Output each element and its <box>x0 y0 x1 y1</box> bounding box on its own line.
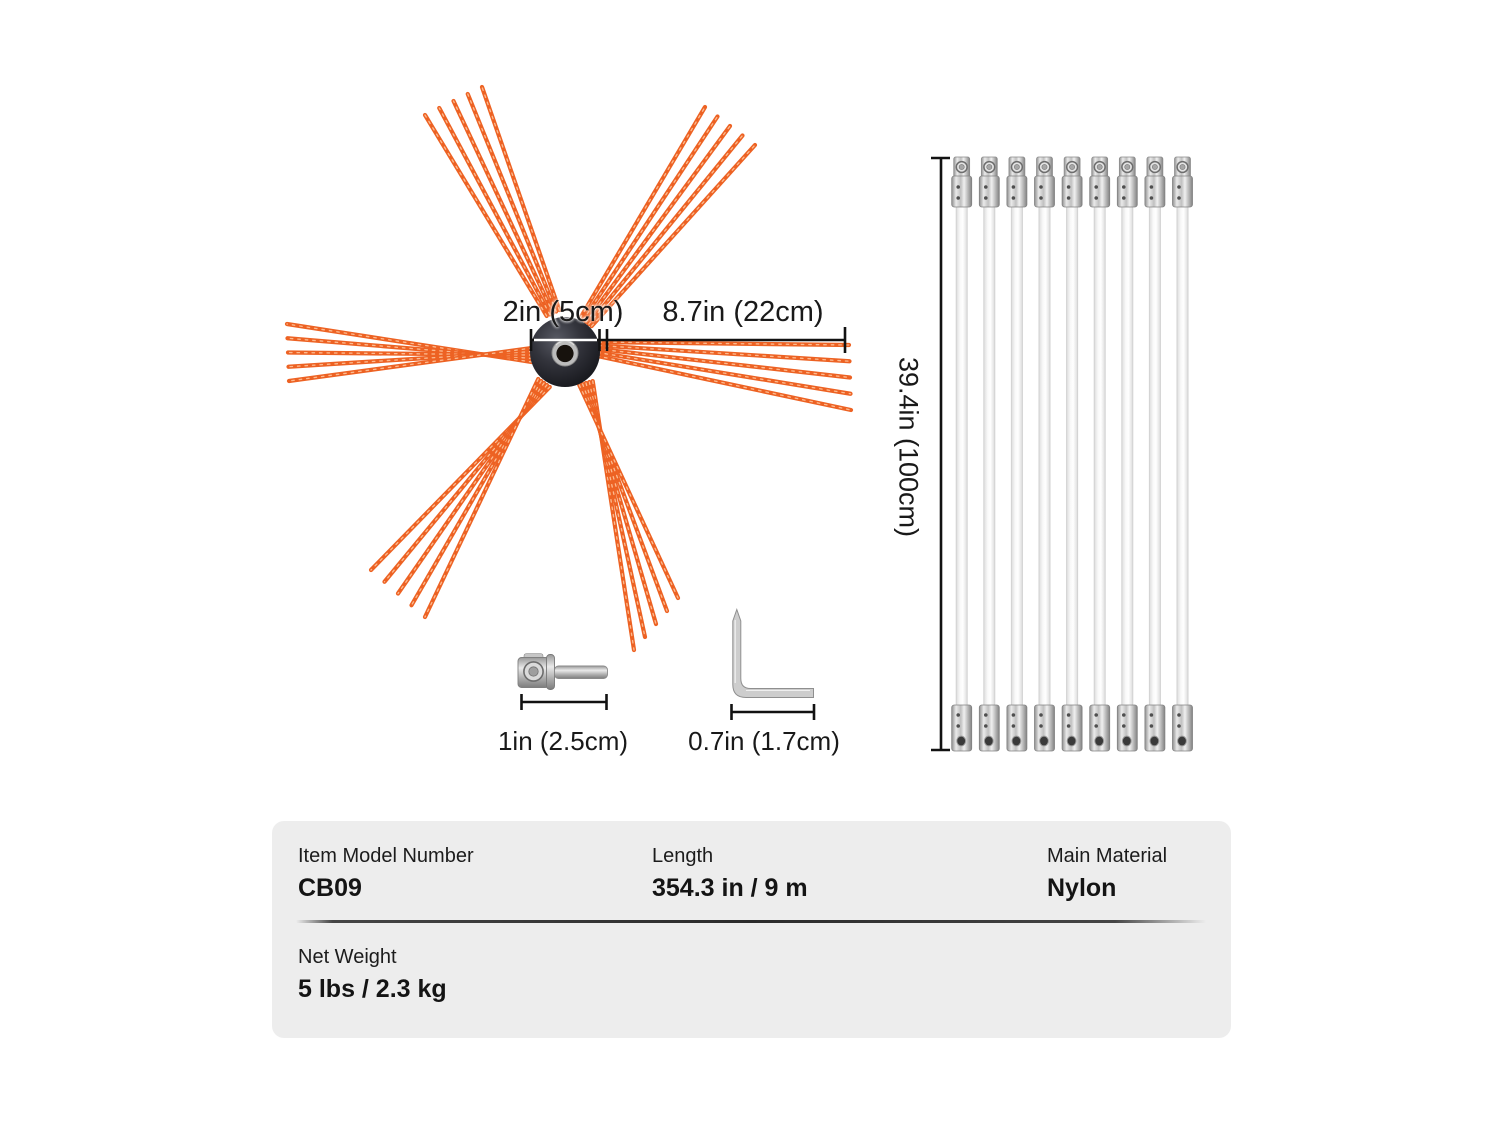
spec-value: Nylon <box>1047 874 1117 902</box>
bristle-twist-highlight <box>596 351 852 395</box>
spec-value: 5 lbs / 2.3 kg <box>298 975 447 1003</box>
extension-rod <box>951 156 973 752</box>
bristle-twist-highlight <box>597 348 851 379</box>
spec-cell-model: Item Model Number CB09 <box>298 845 474 903</box>
bristle-strand <box>451 98 556 316</box>
bristle-twist-highlight <box>585 125 731 323</box>
hub-bore <box>556 344 574 363</box>
spec-value: CB09 <box>298 874 362 902</box>
brush-hub-dimension-label: 2in (5cm) <box>502 296 624 328</box>
brush-bristle-dimension-label: 8.7in (22cm) <box>662 296 824 328</box>
rod-body <box>983 201 996 712</box>
bristle-twist-highlight <box>590 144 756 327</box>
rod-socket-hole <box>1066 735 1077 747</box>
extension-rod <box>1006 156 1028 752</box>
rod-socket-hole <box>1011 735 1022 747</box>
brush-width-dimension-line <box>529 327 847 353</box>
bristle-twist-highlight <box>579 106 706 319</box>
spec-label: Net Weight <box>298 946 397 968</box>
spec-label: Item Model Number <box>298 845 474 867</box>
bristle-twist-highlight <box>370 386 551 571</box>
bristle-twist-highlight <box>588 134 744 325</box>
bristle-twist-highlight <box>597 344 851 362</box>
rod-socket-hole <box>1177 735 1187 747</box>
hex-key <box>732 607 814 698</box>
bristle-twist-highlight <box>481 86 560 311</box>
rod-top-sleeve <box>1006 175 1028 208</box>
bristle-twist-highlight <box>467 93 557 313</box>
bristle-strand <box>437 105 552 317</box>
bristle-twist-highlight <box>582 115 719 321</box>
extension-rod <box>1116 156 1138 752</box>
rod-body <box>1010 201 1023 712</box>
rod-socket-hole <box>956 735 967 747</box>
rod-body <box>1093 201 1106 712</box>
rod-socket-hole <box>1039 735 1049 747</box>
spec-label: Main Material <box>1047 845 1168 867</box>
drill-adapter <box>517 653 608 690</box>
extension-rod <box>1172 156 1193 752</box>
rod-length-dimension-label: 39.4in (100cm) <box>893 356 924 538</box>
spec-cell-length: Length 354.3 in / 9 m <box>652 845 808 903</box>
bristle-twist-highlight <box>383 384 548 583</box>
bristle-twist-highlight <box>424 378 539 618</box>
extension-rod <box>1089 156 1111 752</box>
hexkey-dimension-label: 0.7in (1.7cm) <box>688 726 840 756</box>
adapter-dimension-line <box>520 694 608 710</box>
rod-top-sleeve <box>978 175 1000 208</box>
bristle-twist-highlight <box>286 337 533 360</box>
extension-rod <box>1034 156 1055 752</box>
bristle-twist-highlight <box>410 380 542 606</box>
rod-body <box>1148 201 1161 712</box>
brush-bristles <box>284 84 854 653</box>
rod-top-sleeve <box>1116 175 1138 208</box>
hexkey-dimension-line <box>730 704 816 720</box>
extension-rod <box>978 156 1000 752</box>
extension-rod <box>1061 156 1083 752</box>
rod-body <box>955 201 968 712</box>
rod-length-dimension-line <box>931 156 950 752</box>
bristle-twist-highlight <box>452 100 554 314</box>
bristle-twist-highlight <box>287 351 533 356</box>
adapter-dimension-label: 1in (2.5cm) <box>497 726 629 756</box>
rod-body <box>1066 201 1079 712</box>
bristle-strand <box>465 91 559 314</box>
rod-socket-hole <box>983 735 994 747</box>
rod-socket-hole <box>1121 735 1132 747</box>
bristle-twist-highlight <box>596 355 852 411</box>
bristle-twist-highlight <box>438 107 551 316</box>
rod-socket-hole <box>1149 735 1160 747</box>
rod-top-sleeve <box>951 175 973 208</box>
rod-socket-hole <box>1094 735 1105 747</box>
spec-panel: Item Model Number CB09 Length 354.3 in /… <box>272 821 1231 1038</box>
bristle-twist-highlight <box>588 381 646 638</box>
rod-top-sleeve <box>1144 175 1166 208</box>
spec-cell-weight: Net Weight 5 lbs / 2.3 kg <box>298 946 447 1004</box>
rod-body <box>1176 201 1189 712</box>
bristle-twist-highlight <box>578 384 679 599</box>
rod-top-sleeve <box>1172 175 1193 208</box>
bristle-twist-highlight <box>397 382 545 595</box>
brush-hub <box>530 317 600 387</box>
bristle-twist-highlight <box>288 347 533 382</box>
extension-rod <box>1144 156 1166 752</box>
spec-divider <box>296 920 1206 923</box>
bristle-twist-highlight <box>287 350 533 368</box>
bristle-twist-highlight <box>424 114 548 317</box>
rod-top-sleeve <box>1061 175 1083 208</box>
spec-cell-material: Main Material Nylon <box>1047 845 1167 903</box>
spec-value: 354.3 in / 9 m <box>652 874 808 902</box>
spec-label: Length <box>652 845 714 867</box>
rod-body <box>1121 201 1134 712</box>
rod-top-sleeve <box>1089 175 1111 208</box>
bristle-strand <box>596 339 852 348</box>
rod-body <box>1038 201 1051 712</box>
extension-rods <box>951 156 1193 752</box>
rod-top-sleeve <box>1034 175 1055 208</box>
